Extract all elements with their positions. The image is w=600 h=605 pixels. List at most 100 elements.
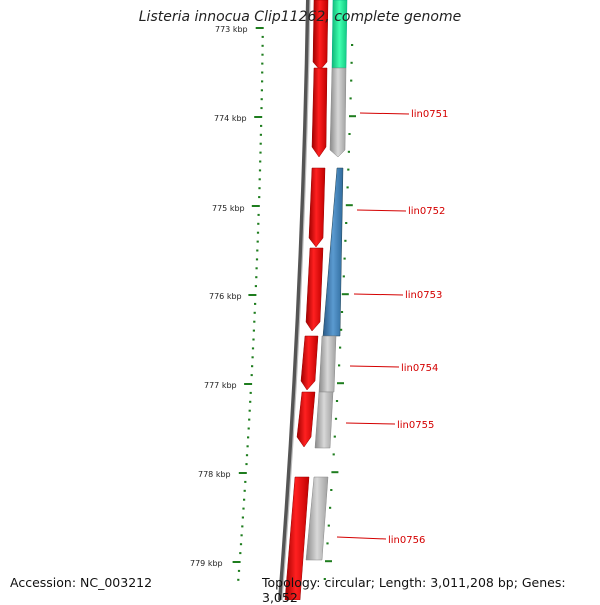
scale-minor-tick xyxy=(252,338,255,341)
scale-label-774: 774 kbp xyxy=(214,114,247,123)
scale-minor-tick xyxy=(248,418,251,421)
gene-feature-forward[interactable] xyxy=(308,167,326,248)
track-minor-tick xyxy=(323,578,326,580)
track-major-tick xyxy=(341,293,349,296)
track-minor-tick xyxy=(327,524,330,527)
forward-strand-genes xyxy=(284,0,329,600)
gene-feature-forward[interactable] xyxy=(312,0,329,71)
gene-label-lin0752[interactable]: lin0752 xyxy=(408,206,445,217)
scale-label-777: 777 kbp xyxy=(204,381,237,390)
gene-label-lin0756[interactable]: lin0756 xyxy=(388,535,425,546)
scale-minor-tick xyxy=(259,142,262,145)
scale-major-tick xyxy=(232,561,241,563)
track-minor-tick xyxy=(348,133,351,135)
genome-backbone xyxy=(278,0,310,600)
scale-major-tick xyxy=(238,472,247,474)
scale-minor-tick xyxy=(246,445,249,448)
track-minor-tick xyxy=(329,506,332,509)
gene-feature-gray[interactable] xyxy=(314,391,334,449)
scale-minor-tick xyxy=(258,196,261,199)
scale-minor-tick xyxy=(245,454,249,457)
scale-minor-tick xyxy=(255,276,258,279)
track-major-tick xyxy=(337,382,344,385)
scale-major-tick xyxy=(255,27,264,29)
gene-feature-forward[interactable] xyxy=(300,335,319,391)
scale-labels: 773 kbp 774 kbp 775 kbp 776 kbp 777 kbp … xyxy=(190,25,248,568)
scale-minor-tick xyxy=(245,463,248,466)
gene-feature-gray[interactable] xyxy=(329,67,347,158)
gene-label-lin0751[interactable]: lin0751 xyxy=(411,109,448,120)
scale-minor-tick xyxy=(242,507,245,510)
scale-minor-tick xyxy=(239,552,242,555)
gene-feature-forward[interactable] xyxy=(284,476,310,600)
scale-minor-tick xyxy=(247,436,250,439)
scale-minor-tick xyxy=(261,53,264,56)
scale-label-775: 775 kbp xyxy=(212,204,245,213)
scale-minor-tick xyxy=(260,89,263,92)
scale-minor-tick xyxy=(260,98,263,101)
scale-minor-tick xyxy=(256,240,259,243)
track-minor-tick xyxy=(350,79,353,82)
scale-minor-tick xyxy=(239,543,243,546)
scale-label-778: 778 kbp xyxy=(198,470,231,479)
scale-minor-tick xyxy=(256,231,260,234)
gene-label-lin0753[interactable]: lin0753 xyxy=(405,290,442,301)
gene-feature-forward[interactable] xyxy=(296,391,316,448)
scale-minor-tick xyxy=(260,107,263,110)
scale-minor-tick xyxy=(258,169,262,172)
scale-minor-tick xyxy=(261,35,264,38)
track-major-tick xyxy=(345,204,353,207)
reverse-strand-genes xyxy=(305,0,348,561)
track-minor-tick xyxy=(343,257,346,260)
scale-minor-tick xyxy=(255,258,259,261)
track-minor-tick xyxy=(347,168,350,171)
track-minor-tick xyxy=(330,489,333,491)
gene-feature-forward[interactable] xyxy=(305,247,324,332)
scale-minor-tick xyxy=(247,427,250,430)
scale-label-776: 776 kbp xyxy=(209,292,242,301)
gene-labels: lin0751 lin0752 lin0753 lin0754 lin0755 … xyxy=(336,109,448,546)
scale-minor-tick xyxy=(259,151,262,154)
scale-major-tick xyxy=(244,383,253,385)
scale-minor-tick xyxy=(254,302,257,305)
gene-feature-gray[interactable] xyxy=(318,335,337,393)
scale-minor-tick xyxy=(256,249,259,252)
scale-major-tick xyxy=(251,205,260,207)
scale-minor-tick xyxy=(257,213,260,216)
scale-minor-tick xyxy=(259,160,262,163)
scale-minor-tick xyxy=(261,71,264,74)
track-minor-tick xyxy=(349,97,352,100)
scale-minor-tick xyxy=(240,534,243,537)
scale-minor-tick xyxy=(261,80,264,83)
track-minor-tick xyxy=(346,186,349,189)
gene-feature-gray[interactable] xyxy=(305,476,329,561)
scale-minor-tick xyxy=(248,409,251,412)
scale-minor-tick xyxy=(251,365,254,368)
map-title: Listeria innocua Clip11262, complete gen… xyxy=(138,9,462,25)
track-minor-tick xyxy=(333,435,336,438)
gene-label-lin0755[interactable]: lin0755 xyxy=(397,420,434,431)
scale-minor-tick xyxy=(251,347,255,350)
scale-minor-tick xyxy=(258,178,261,181)
track-major-tick xyxy=(331,471,339,474)
track-minor-tick xyxy=(350,61,353,64)
track-major-tick xyxy=(349,115,356,118)
scale-minor-tick xyxy=(259,133,262,136)
scale-minor-tick xyxy=(255,267,258,270)
gene-label-lin0754[interactable]: lin0754 xyxy=(401,363,438,374)
scale-major-tick xyxy=(254,116,263,118)
scale-minor-tick xyxy=(261,62,264,65)
track-minor-tick xyxy=(334,417,338,420)
track-minor-tick xyxy=(326,542,329,545)
scale-minor-tick xyxy=(258,187,261,190)
track-major-tick xyxy=(325,560,332,563)
genome-summary-text: Topology: circular; Length: 3,011,208 bp… xyxy=(262,575,566,605)
track-minor-tick xyxy=(338,364,341,367)
track-minor-tick xyxy=(344,239,347,242)
scale-minor-tick xyxy=(237,578,240,581)
scale-minor-tick xyxy=(243,489,246,492)
scale-minor-tick xyxy=(241,525,244,528)
gene-feature-forward[interactable] xyxy=(311,67,328,158)
gene-feature-blue[interactable] xyxy=(322,167,344,337)
